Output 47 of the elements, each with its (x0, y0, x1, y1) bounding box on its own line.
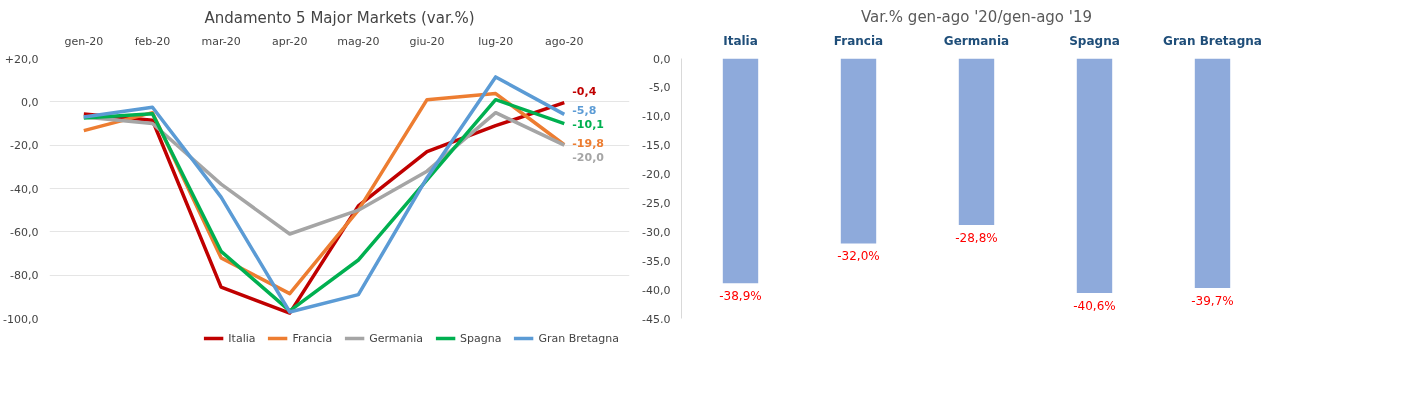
x-tick-label: mar-20 (201, 34, 241, 48)
legend-label: Francia (292, 331, 333, 345)
x-tick-label: feb-20 (134, 34, 171, 48)
y-tick-label: -60,0 (10, 225, 39, 239)
chart-title: Var.% gen-ago '20/gen-ago '19 (861, 7, 1092, 26)
y-tick-label: -35,0 (642, 254, 671, 268)
legend-label: Italia (228, 331, 256, 345)
x-tick-label: Spagna (1069, 33, 1120, 48)
data-label: -19,8 (572, 136, 605, 150)
legend-label: Spagna (459, 331, 502, 345)
y-tick-label: 0,0 (653, 52, 671, 66)
x-tick-label: Gran Bretagna (1163, 33, 1262, 48)
y-tick-label: -30,0 (642, 225, 671, 239)
x-tick-label: Francia (833, 33, 884, 48)
x-tick-label: Italia (723, 33, 758, 48)
y-tick-label: -45,0 (642, 312, 671, 326)
legend-label: Germania (369, 331, 423, 345)
data-label: -40,6% (1073, 299, 1116, 314)
y-tick-label: -25,0 (642, 196, 671, 210)
data-label: -10,1 (572, 117, 605, 131)
data-label: -0,4 (572, 84, 597, 98)
y-tick-label: 0,0 (21, 95, 39, 109)
data-label: -5,8 (572, 104, 597, 118)
x-tick-label: giu-20 (409, 34, 445, 48)
y-tick-label: -80,0 (10, 269, 39, 283)
y-tick-label: -100,0 (3, 312, 39, 326)
data-label: -39,7% (1191, 293, 1234, 308)
y-tick-label: -15,0 (642, 139, 671, 153)
data-label: -38,9% (719, 289, 762, 304)
chart-title: Andamento 5 Major Markets (var.%) (204, 8, 475, 27)
x-tick-label: gen-20 (64, 34, 104, 48)
y-tick-label: +20,0 (4, 52, 39, 66)
data-label: -32,0% (837, 249, 880, 264)
legend-label: Gran Bretagna (538, 331, 619, 345)
y-tick-label: -10,0 (642, 110, 671, 124)
data-label: -20,0 (572, 151, 605, 165)
y-tick-label: -40,0 (10, 182, 39, 196)
y-tick-label: -20,0 (10, 139, 39, 153)
x-tick-label: apr-20 (271, 34, 308, 48)
x-tick-label: ago-20 (544, 34, 584, 48)
y-tick-label: -20,0 (642, 168, 671, 182)
data-label: -28,8% (955, 230, 998, 245)
x-tick-label: mag-20 (337, 34, 380, 48)
y-tick-label: -40,0 (642, 283, 671, 297)
x-tick-label: Germania (943, 33, 1010, 48)
y-tick-label: -5,0 (649, 81, 671, 95)
x-tick-label: lug-20 (478, 34, 514, 48)
